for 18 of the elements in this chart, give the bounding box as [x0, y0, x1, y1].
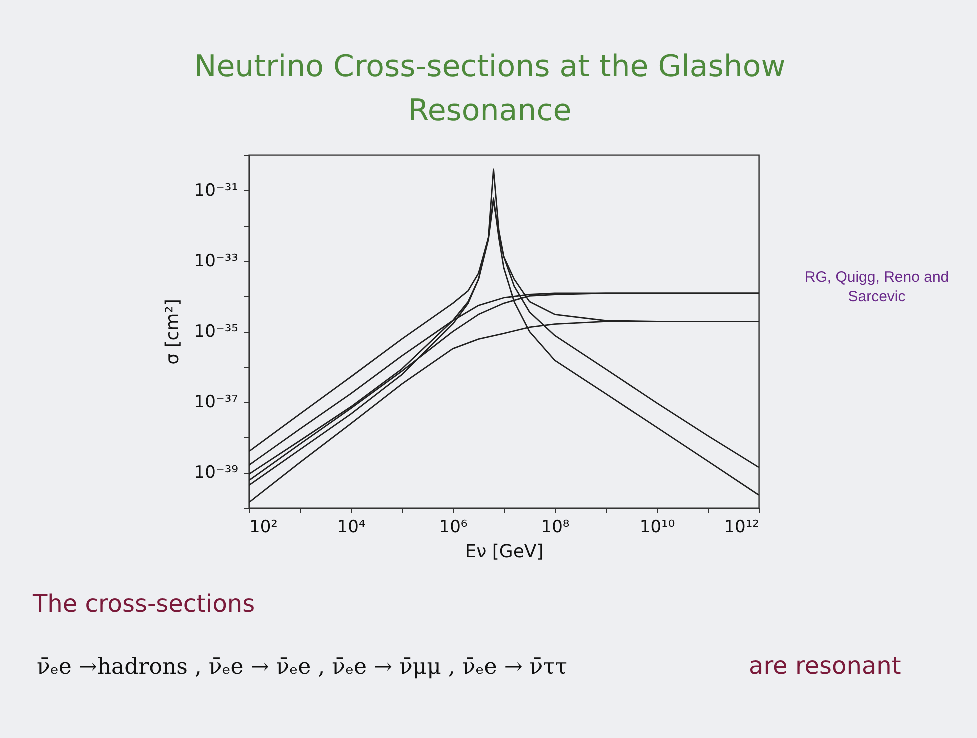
x-tick-label: 10⁶ — [439, 518, 468, 538]
y-tick-label: 10⁻³³ — [194, 251, 238, 272]
y-tick-label: 10⁻³⁹ — [194, 463, 239, 484]
x-tick-label: 10¹² — [724, 518, 760, 538]
x-tick-label: 10² — [250, 518, 278, 538]
text: RG, Quigg, Reno and Sarcevic — [804, 269, 950, 306]
y-tick-label: 10⁻³¹ — [194, 180, 238, 201]
y-axis-title: σ [cm²] — [162, 299, 184, 365]
text: ν̄ₑe →hadrons , ν̄ₑe → ν̄ₑe , ν̄ₑe → ν̄μμ , ν̄ₑe → ν̄ττ — [37, 655, 568, 680]
text: are resonant — [749, 652, 902, 680]
chart-title: Neutrino Cross-sections at the Glashow Resonance — [194, 50, 786, 128]
x-tick-label: 10⁸ — [541, 518, 570, 538]
y-tick-label: 10⁻³⁵ — [194, 322, 238, 342]
x-tick-label: 10¹⁰ — [640, 518, 676, 538]
x-tick-label: 10⁴ — [337, 518, 366, 538]
y-tick-label: 10⁻³⁷ — [194, 392, 239, 413]
x-axis-title: Eν [GeV] — [465, 542, 544, 562]
text: The cross-sections — [32, 590, 256, 618]
